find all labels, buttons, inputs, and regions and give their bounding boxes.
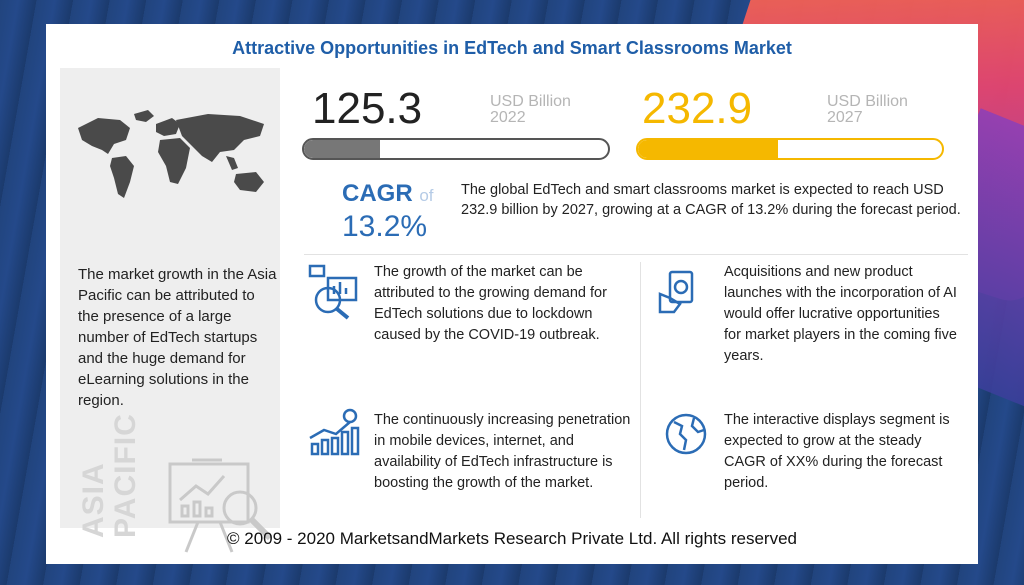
magnifier-analytics-icon (308, 264, 358, 320)
growth-bars-dollar-icon (309, 408, 360, 456)
vertical-divider (640, 262, 641, 518)
cagr-label: CAGR of (342, 180, 434, 208)
market-unit-2022-year: 2022 (490, 109, 526, 126)
progress-bar-2022 (302, 138, 610, 160)
money-hand-icon (658, 270, 694, 314)
market-unit-2027-currency: USD Billion (827, 93, 908, 110)
market-unit-2022: USD Billion 2022 (490, 94, 571, 126)
region-label-line1: ASIA (77, 462, 110, 538)
cagr-label-text: CAGR (342, 180, 413, 207)
cagr-of-text: of (419, 186, 434, 205)
presentation-analytics-icon (168, 458, 273, 553)
asia-pacific-description: The market growth in the Asia Pacific ca… (78, 266, 277, 409)
insight-item-1: The growth of the market can be attribut… (374, 264, 607, 343)
market-summary: The global EdTech and smart classrooms m… (461, 182, 961, 218)
insight-item-4: The interactive displays segment is expe… (724, 412, 950, 491)
insight-item-3: The continuously increasing penetration … (374, 412, 631, 491)
asia-pacific-panel: The market growth in the Asia Pacific ca… (60, 68, 280, 553)
market-value-2027: 232.9 (642, 84, 753, 133)
world-map-icon (78, 110, 264, 198)
region-label-line2: PACIFIC (109, 413, 142, 538)
infographic-card: Attractive Opportunities in EdTech and S… (46, 24, 978, 564)
infographic-title: Attractive Opportunities in EdTech and S… (232, 38, 792, 58)
horizontal-divider (304, 254, 968, 255)
region-label: ASIA PACIFIC (77, 413, 142, 538)
market-unit-2027: USD Billion 2027 (827, 94, 908, 126)
globe-icon (665, 413, 707, 455)
insight-item-2: Acquisitions and new product launches wi… (724, 264, 957, 364)
market-unit-2022-currency: USD Billion (490, 93, 571, 110)
progress-bar-2022-fill (304, 140, 380, 158)
cagr-value: 13.2% (342, 210, 428, 243)
copyright-footer: © 2009 - 2020 MarketsandMarkets Research… (226, 529, 797, 548)
market-unit-2027-year: 2027 (827, 109, 863, 126)
market-value-2022: 125.3 (312, 84, 423, 133)
progress-bar-2027 (636, 138, 944, 160)
progress-bar-2027-fill (638, 140, 778, 158)
